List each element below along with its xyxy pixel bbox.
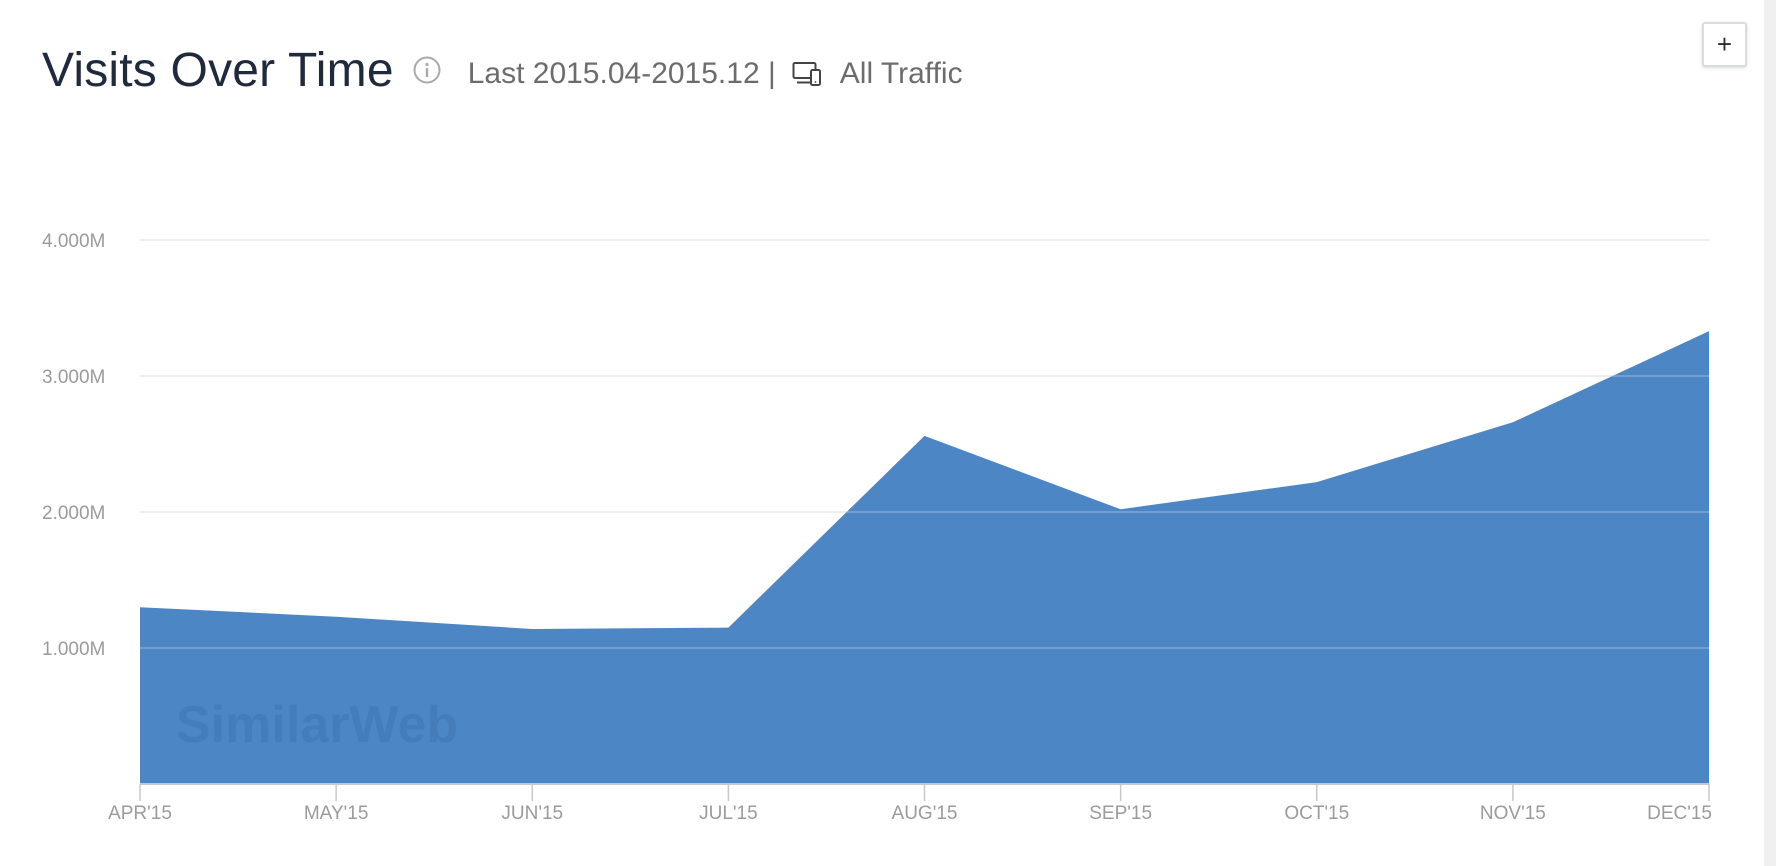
traffic-label: All Traffic	[839, 57, 963, 90]
subtitle: Last 2015.04-2015.12 | All Traffic	[468, 49, 963, 91]
area-series-fill	[140, 331, 1709, 784]
y-axis-labels: 1.000M 2.000M 3.000M 4.000M	[42, 231, 105, 660]
x-tick-label: JUN'15	[501, 803, 563, 824]
y-tick-label: 4.000M	[42, 231, 105, 252]
x-tick-label: APR'15	[108, 803, 172, 824]
y-tick-label: 1.000M	[42, 639, 105, 660]
info-icon[interactable]	[412, 55, 442, 85]
expand-button[interactable]: +	[1702, 22, 1747, 67]
watermark-logo: SimilarWeb	[176, 696, 458, 754]
devices-icon	[792, 61, 822, 87]
x-tick-label: OCT'15	[1284, 803, 1349, 824]
x-tick-label: SEP'15	[1089, 803, 1152, 824]
x-tick-label: JUL'15	[699, 803, 758, 824]
x-tick-label: NOV'15	[1480, 803, 1546, 824]
date-range-label: Last 2015.04-2015.12 |	[467, 57, 776, 90]
area-series	[139, 239, 1710, 784]
x-tick-label: AUG'15	[892, 803, 958, 824]
x-tick-label: DEC'15	[1647, 803, 1712, 824]
x-axis-labels: APR'15 MAY'15 JUN'15 JUL'15 AUG'15 SEP'15 OCT'…	[108, 803, 1712, 824]
page-title: Visits Over Time	[42, 43, 394, 97]
y-tick-label: 3.000M	[42, 367, 105, 388]
chart-header: Visits Over Time Last 2015.04-2015.12 | …	[42, 30, 963, 110]
x-tick-label: MAY'15	[304, 803, 369, 824]
y-tick-label: 2.000M	[42, 503, 105, 524]
scrollbar-track[interactable]	[1764, 0, 1776, 866]
x-axis	[139, 783, 1710, 801]
